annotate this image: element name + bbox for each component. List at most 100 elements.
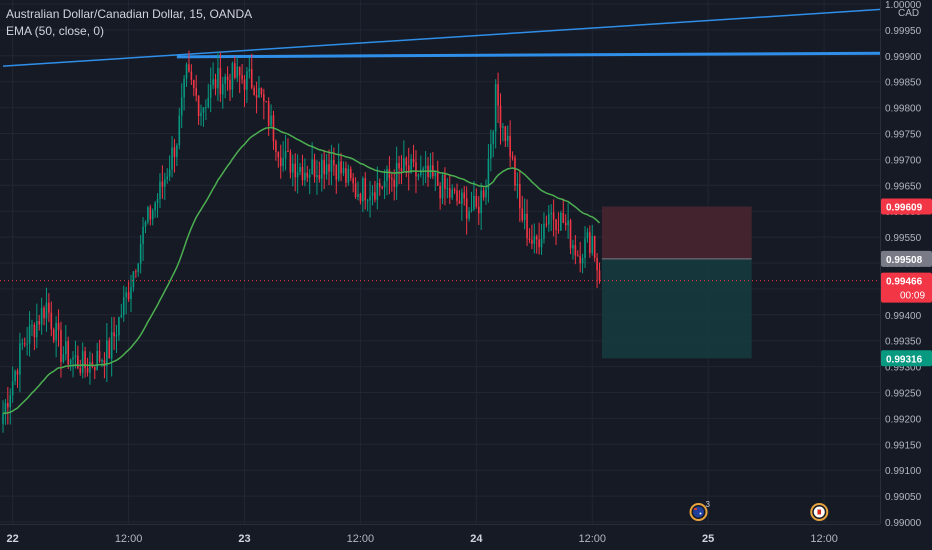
candle-body bbox=[183, 78, 185, 98]
price-tick-label: 0.99100 bbox=[885, 466, 922, 477]
candle-body bbox=[60, 329, 62, 362]
candle-body bbox=[14, 370, 16, 382]
candle-body bbox=[229, 80, 231, 90]
candle-body bbox=[349, 168, 352, 179]
candle-body bbox=[393, 179, 396, 187]
candle-body bbox=[267, 101, 270, 126]
candle-body bbox=[180, 97, 183, 116]
time-axis[interactable]: 22 12:00 23 12:00 24 12:00 25 12:00 bbox=[0, 524, 880, 550]
candle-body bbox=[328, 164, 330, 172]
price-label: 0.99316 bbox=[886, 354, 923, 365]
candle-body bbox=[480, 190, 482, 214]
candle-body bbox=[173, 147, 176, 157]
candle-body bbox=[383, 181, 386, 188]
candle-body bbox=[258, 87, 260, 98]
candle-body bbox=[101, 359, 103, 362]
candle-body bbox=[376, 182, 379, 200]
candle-body bbox=[38, 321, 41, 325]
candle-body bbox=[598, 270, 601, 281]
trendline bbox=[2, 8, 885, 67]
candle-body bbox=[98, 351, 101, 362]
candle-body bbox=[135, 271, 137, 273]
candle-body bbox=[93, 366, 96, 371]
take-profit-zone bbox=[601, 258, 752, 359]
price-axis[interactable]: 1.00000 0.99950 0.99900 0.99850 0.99800 0.997… bbox=[880, 0, 932, 550]
candle-body bbox=[122, 297, 125, 316]
candle-body bbox=[16, 370, 19, 375]
candle-body bbox=[543, 223, 545, 239]
candle-body bbox=[535, 236, 538, 240]
candle-body bbox=[463, 192, 466, 199]
price-label: 0.99508 bbox=[886, 255, 923, 266]
candle-body bbox=[340, 161, 342, 174]
time-tick-label: 22 bbox=[7, 533, 19, 545]
ema-50-line bbox=[2, 126, 601, 415]
candle-body bbox=[470, 209, 473, 212]
trendlines[interactable] bbox=[2, 8, 885, 67]
candle-body bbox=[506, 135, 509, 141]
candle-body bbox=[57, 323, 60, 330]
price-tick-label: 0.99400 bbox=[885, 311, 922, 322]
candle-body bbox=[436, 172, 439, 186]
candle-body bbox=[550, 212, 553, 214]
candle-body bbox=[241, 75, 243, 80]
candle-body bbox=[277, 151, 280, 158]
candle-body bbox=[292, 163, 294, 173]
candle-body bbox=[540, 238, 543, 248]
maple-leaf bbox=[817, 509, 822, 515]
candle-body bbox=[96, 351, 98, 371]
candle-body bbox=[246, 71, 248, 90]
candle-body bbox=[64, 341, 67, 355]
candle-body bbox=[509, 135, 511, 157]
price-label-bg bbox=[881, 272, 932, 289]
candle-body bbox=[342, 168, 345, 174]
price-tick-label: 0.99750 bbox=[885, 130, 922, 141]
indicator-title[interactable]: EMA (50, close, 0) bbox=[6, 24, 105, 38]
candle-body bbox=[91, 362, 94, 367]
candle-body bbox=[159, 181, 161, 199]
candle-body bbox=[118, 317, 120, 336]
candle-body bbox=[110, 332, 113, 359]
candle-body bbox=[499, 105, 502, 128]
position-tool[interactable] bbox=[601, 206, 752, 359]
candle-body bbox=[202, 107, 205, 113]
candle-body bbox=[569, 220, 572, 249]
price-label-bg bbox=[881, 250, 932, 267]
candle-body bbox=[209, 85, 212, 98]
candle-body bbox=[108, 340, 111, 359]
candle-body bbox=[352, 178, 354, 184]
candle-body bbox=[403, 158, 405, 172]
candle-body bbox=[456, 190, 458, 201]
candle-body bbox=[166, 176, 169, 180]
countdown-bg bbox=[881, 286, 932, 303]
candle-body bbox=[574, 244, 577, 256]
price-tick-label: 0.99050 bbox=[885, 492, 922, 503]
candle-body bbox=[260, 87, 263, 95]
candle-body bbox=[164, 179, 166, 187]
symbol-title[interactable]: Australian Dollar/Canadian Dollar, 15, O… bbox=[6, 7, 253, 21]
candle-body bbox=[584, 238, 586, 259]
candle-body bbox=[132, 271, 135, 288]
candle-body bbox=[410, 159, 412, 173]
candle-body bbox=[43, 307, 45, 319]
candle-body bbox=[593, 236, 596, 258]
candle-body bbox=[28, 325, 31, 344]
time-tick-label: 12:00 bbox=[810, 533, 838, 545]
time-tick-label: 24 bbox=[470, 533, 483, 545]
candle-body bbox=[74, 355, 77, 358]
candle-body bbox=[519, 184, 521, 209]
price-label-bg bbox=[881, 198, 932, 215]
event-markers[interactable]: 3 bbox=[689, 500, 829, 521]
candle-body bbox=[188, 64, 190, 72]
candle-body bbox=[185, 64, 188, 79]
candle-body bbox=[195, 88, 197, 96]
candle-body bbox=[446, 188, 449, 190]
candle-body bbox=[335, 164, 338, 180]
candle-body bbox=[581, 258, 584, 264]
ema-line bbox=[2, 126, 601, 415]
candle-body bbox=[386, 169, 388, 182]
candle-body bbox=[345, 168, 347, 183]
candle-body bbox=[84, 351, 86, 369]
candle-body bbox=[33, 324, 36, 338]
